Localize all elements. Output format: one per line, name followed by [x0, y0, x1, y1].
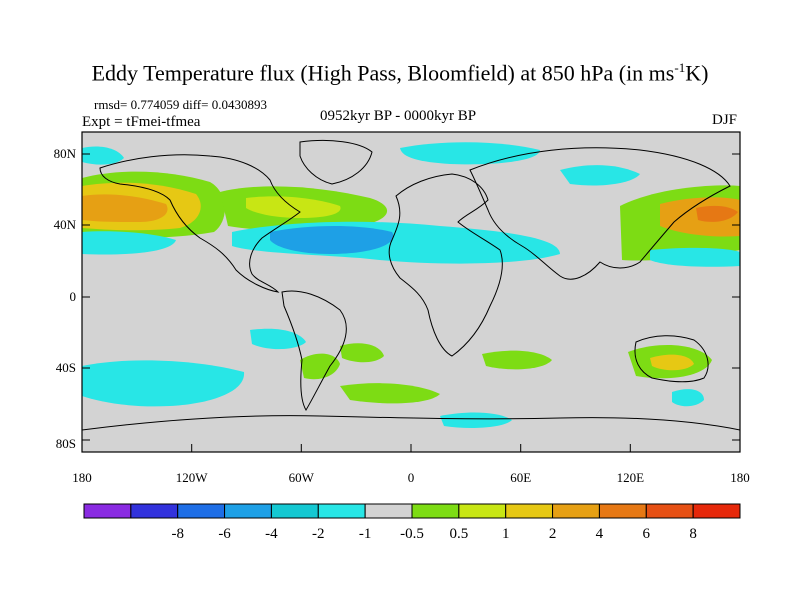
lat-tick-80n: 80N [54, 146, 77, 161]
colorbar-box [83, 503, 132, 519]
west-pacific-cyan [650, 247, 740, 267]
lat-tick-40n: 40N [54, 217, 77, 232]
colorbar-box [552, 503, 600, 519]
lon-tick-60w: 60W [289, 470, 315, 485]
period-line: 0952kyr BP - 0000kyr BP [320, 108, 477, 124]
south-america-green [300, 353, 340, 380]
north-america-coast [99, 154, 301, 293]
indian-ocean-green [482, 350, 552, 370]
colorbar-box [598, 503, 647, 519]
lat-axis [82, 153, 740, 441]
south-atlantic-green-2 [340, 383, 440, 404]
colorbar-label: 8 [689, 526, 697, 542]
colorbar-label: 0.5 [449, 526, 468, 542]
title-main: Eddy Temperature flux (High Pass, Bloomf… [91, 60, 675, 86]
season-label: DJF [712, 112, 738, 128]
anomaly-fields [82, 142, 740, 428]
lat-tick-80s: 80S [56, 436, 76, 451]
colorbar-box [692, 503, 741, 519]
colorbar-box [224, 503, 272, 519]
colorbar-box [270, 503, 319, 519]
colorbar-label: -2 [312, 526, 325, 542]
colorbar-label: -6 [218, 526, 231, 542]
colorbar-box [317, 503, 366, 519]
arctic-cyan-3 [560, 165, 640, 186]
coastlines [82, 139, 740, 431]
colorbar-box [645, 503, 694, 519]
colorbar-label: -1 [359, 526, 372, 542]
tasman-cyan [672, 389, 704, 407]
greenland-coast [299, 139, 373, 185]
atlantic-blue [270, 226, 394, 254]
colorbar: -8 -6 -4 -2 -1 -0.5 0.5 1 2 4 6 8 [83, 503, 741, 542]
lon-tick-60e: 60E [510, 470, 531, 485]
stats-line: rmsd= 0.774059 diff= 0.0430893 [94, 97, 267, 112]
south-america-coast [281, 290, 347, 411]
colorbar-box [177, 503, 226, 519]
southern-ocean-cyan [440, 412, 512, 428]
colorbar-label: -4 [265, 526, 278, 542]
lon-axis [191, 444, 631, 452]
lon-tick-180e: 180 [730, 470, 750, 485]
south-atlantic-green [340, 343, 384, 363]
plot-title: Eddy Temperature flux (High Pass, Bloomf… [0, 60, 800, 86]
south-pacific-cyan-2 [250, 328, 306, 350]
australia-yellow [650, 354, 694, 371]
west-pacific-dark-orange [696, 205, 738, 222]
europe-africa-coast [388, 173, 503, 357]
asia-coast [469, 147, 731, 280]
australia-coast [634, 335, 709, 383]
antarctica-coast [82, 415, 740, 431]
colorbar-box [505, 503, 554, 519]
colorbar-label: -0.5 [400, 526, 424, 542]
lon-tick-180w: 180 [72, 470, 92, 485]
pacific-cyan-west [82, 231, 176, 255]
lon-tick-120e: 120E [617, 470, 645, 485]
colorbar-label: 1 [502, 526, 510, 542]
colorbar-box [130, 503, 179, 519]
title-end: K) [685, 60, 709, 86]
colorbar-label: -8 [171, 526, 184, 542]
title-superscript: -1 [674, 60, 686, 75]
lat-tick-0: 0 [70, 289, 77, 304]
lon-tick-0: 0 [408, 470, 415, 485]
colorbar-label: 4 [596, 526, 604, 542]
lat-tick-40s: 40S [56, 360, 76, 375]
north-pacific-orange [82, 194, 168, 222]
colorbar-box [411, 503, 460, 519]
colorbar-label: 2 [549, 526, 557, 542]
colorbar-label: 6 [643, 526, 651, 542]
experiment-line: Expt = tFmei-tfmea [82, 114, 201, 130]
south-pacific-cyan [82, 360, 245, 407]
colorbar-box [364, 503, 413, 519]
lon-tick-120w: 120W [176, 470, 209, 485]
colorbar-box [458, 503, 507, 519]
arctic-cyan-1 [82, 146, 124, 165]
